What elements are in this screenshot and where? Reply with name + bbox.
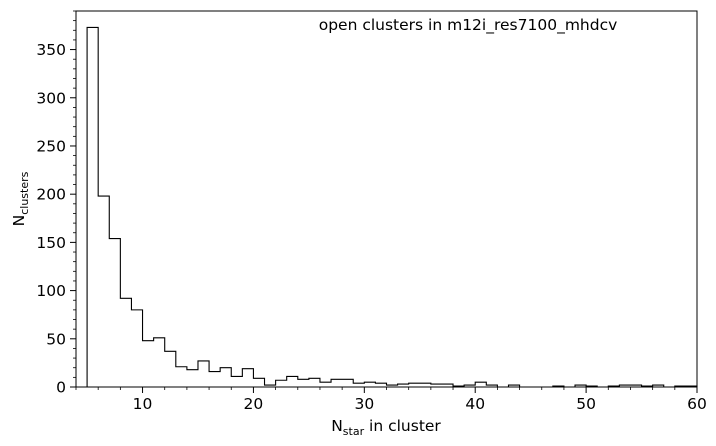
x-tick-label: 60 <box>687 395 707 413</box>
y-axis-label-main: N <box>10 215 28 227</box>
y-axis-label-sub: clusters <box>18 171 31 214</box>
y-axis-label: Nclusters <box>10 171 31 226</box>
x-tick-label: 10 <box>133 395 153 413</box>
y-tick-label: 200 <box>36 186 66 204</box>
y-tick-label: 350 <box>36 41 66 59</box>
y-tick-label: 300 <box>36 89 66 107</box>
histogram-step-line <box>86 26 698 388</box>
x-axis-ticks: 10 20 30 40 50 60 <box>133 387 707 413</box>
x-axis-label-main: N <box>331 417 343 435</box>
y-tick-label: 50 <box>46 330 66 348</box>
x-tick-label: 30 <box>354 395 374 413</box>
x-axis-label: Nstar in cluster <box>331 417 441 438</box>
x-tick-label: 20 <box>244 395 264 413</box>
y-axis-ticks: 0 50 100 150 200 250 300 350 <box>36 41 76 397</box>
chart-title: open clusters in m12i_res7100_mhdcv <box>319 16 618 35</box>
y-tick-label: 250 <box>36 137 66 155</box>
minor-ticks <box>73 10 676 390</box>
x-tick-label: 50 <box>576 395 596 413</box>
x-tick-label: 40 <box>465 395 485 413</box>
y-tick-label: 100 <box>36 282 66 300</box>
x-axis-label-rest: in cluster <box>364 417 441 435</box>
plot-frame <box>75 10 698 388</box>
x-axis-label-sub: star <box>343 425 365 438</box>
y-tick-label: 0 <box>56 379 66 397</box>
y-tick-label: 150 <box>36 234 66 252</box>
